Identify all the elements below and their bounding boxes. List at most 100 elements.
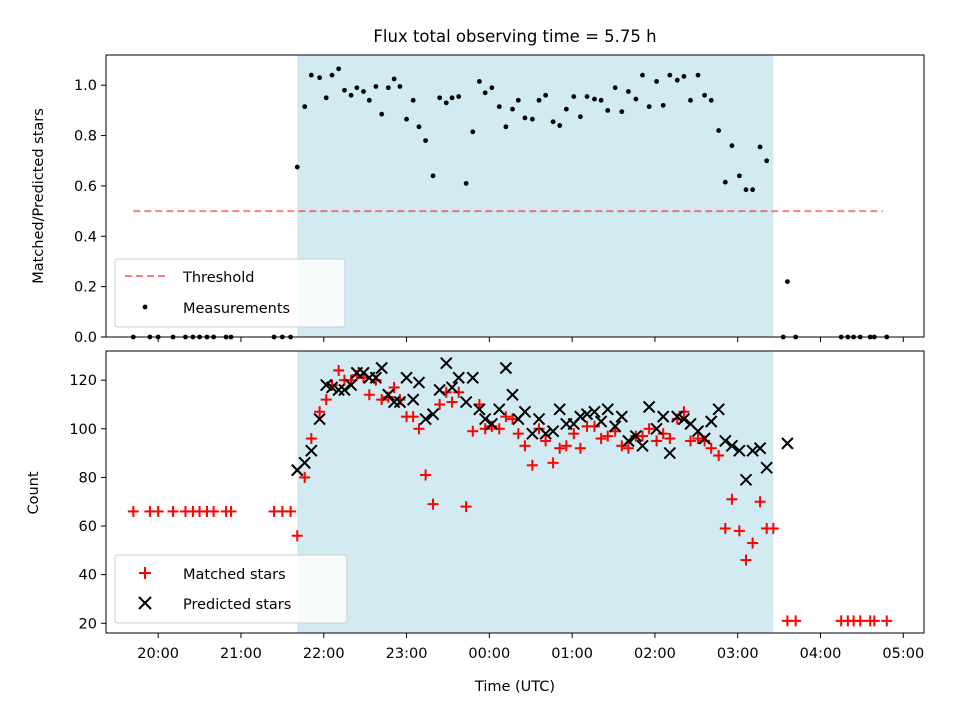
matched-point (427, 498, 439, 510)
predicted-legend-swatch (138, 596, 152, 610)
measurement-point (784, 279, 790, 285)
predicted-point (369, 371, 383, 384)
matched-point (574, 442, 586, 454)
predicted-point (588, 405, 601, 418)
matched-point (314, 406, 326, 418)
top-legend-box (114, 258, 346, 328)
measurement-point (722, 179, 728, 185)
matched-point (208, 505, 220, 517)
matched-point (568, 428, 580, 440)
measurement-point (536, 97, 542, 103)
measurement-point (366, 97, 372, 103)
predicted-point (656, 410, 670, 423)
measurements-legend-swatch (142, 304, 148, 310)
measurement-point (557, 123, 563, 128)
matched-point (657, 428, 669, 440)
measurement-point (317, 75, 323, 81)
predicted-point (622, 434, 635, 448)
predicted-point (452, 371, 465, 384)
measurement-point (563, 106, 569, 112)
predicted-point (601, 403, 614, 416)
top-legend: Threshold Measurements (114, 258, 346, 328)
matched-point (726, 493, 738, 505)
matched-point (420, 469, 432, 481)
matched-point (747, 537, 759, 549)
matched-point (643, 423, 655, 435)
matched-point (705, 442, 717, 454)
measurement-point (456, 94, 462, 99)
measurement-point (750, 187, 756, 193)
measurement-point (342, 87, 347, 93)
measurement-point (592, 96, 597, 102)
predicted-point (298, 456, 311, 470)
bottom-observing-window (297, 351, 774, 633)
bottom-y-tick-label: 120 (69, 373, 97, 389)
predicted-point (677, 412, 691, 426)
top-axes-frame (105, 54, 925, 338)
matched-point (413, 423, 425, 435)
predicted-point (499, 361, 513, 375)
bottom-panel: 20 40 60 80 100 120 20:00 21:00 22:00 23:00 00:00… (26, 350, 925, 695)
matched-point (588, 420, 600, 432)
measurement-point (681, 74, 687, 79)
predicted-point (642, 400, 656, 414)
predicted-point (733, 444, 746, 457)
predicted-point (426, 407, 440, 421)
matched-point (767, 522, 779, 534)
measurement-point (410, 97, 416, 103)
measurement-point (348, 92, 354, 98)
measurement-point (674, 77, 680, 83)
measurement-point (385, 85, 391, 91)
x-tick-label: 22:00 (303, 646, 345, 662)
predicted-point (532, 412, 546, 426)
predicted-point (400, 371, 413, 384)
predicted-point (636, 439, 649, 453)
measurement-point (543, 92, 549, 98)
matched-point (719, 522, 731, 534)
matched-point (388, 381, 400, 393)
matched-point (407, 411, 419, 423)
matched-point (560, 440, 572, 452)
top-y-tick-label: 1.0 (74, 78, 97, 94)
matched-point (460, 501, 472, 513)
measurement-point (736, 173, 742, 179)
matched-point (320, 394, 332, 406)
matched-point (854, 615, 866, 627)
measurement-point (482, 90, 488, 96)
measurement-point (308, 72, 314, 78)
x-tick-label: 20:00 (137, 646, 179, 662)
bottom-legend: Matched stars Predicted stars (114, 554, 348, 624)
matched-point (733, 525, 745, 537)
matched-point (519, 440, 531, 452)
matched-point (533, 423, 545, 435)
predicted-point (305, 444, 318, 457)
matched-point (616, 440, 628, 452)
predicted-point (406, 393, 420, 406)
measurement-point (430, 173, 436, 179)
measurement-point (654, 79, 659, 84)
predicted-point (574, 410, 587, 423)
predicted-point (526, 427, 539, 440)
measurement-point (496, 104, 502, 110)
predicted-point (493, 403, 506, 416)
predicted-point (608, 420, 622, 433)
measurement-point (443, 100, 449, 106)
measurement-point (463, 181, 469, 186)
measurement-point (515, 97, 521, 103)
predicted-point (663, 446, 677, 460)
matched-point (152, 505, 164, 517)
matched-point (637, 430, 649, 442)
predicted-point (725, 439, 739, 453)
predicted-point (313, 412, 326, 426)
measurement-point (646, 104, 652, 110)
measurement-point (449, 95, 455, 101)
matched-point (651, 435, 663, 447)
measurement-point (489, 85, 495, 91)
measurement-point (336, 66, 342, 72)
predicted-points (291, 356, 794, 487)
predicted-point (325, 381, 339, 394)
measurement-point (702, 92, 707, 98)
matched-points (127, 364, 893, 627)
matched-legend-label: Matched stars (183, 567, 286, 583)
matched-point (305, 433, 317, 445)
